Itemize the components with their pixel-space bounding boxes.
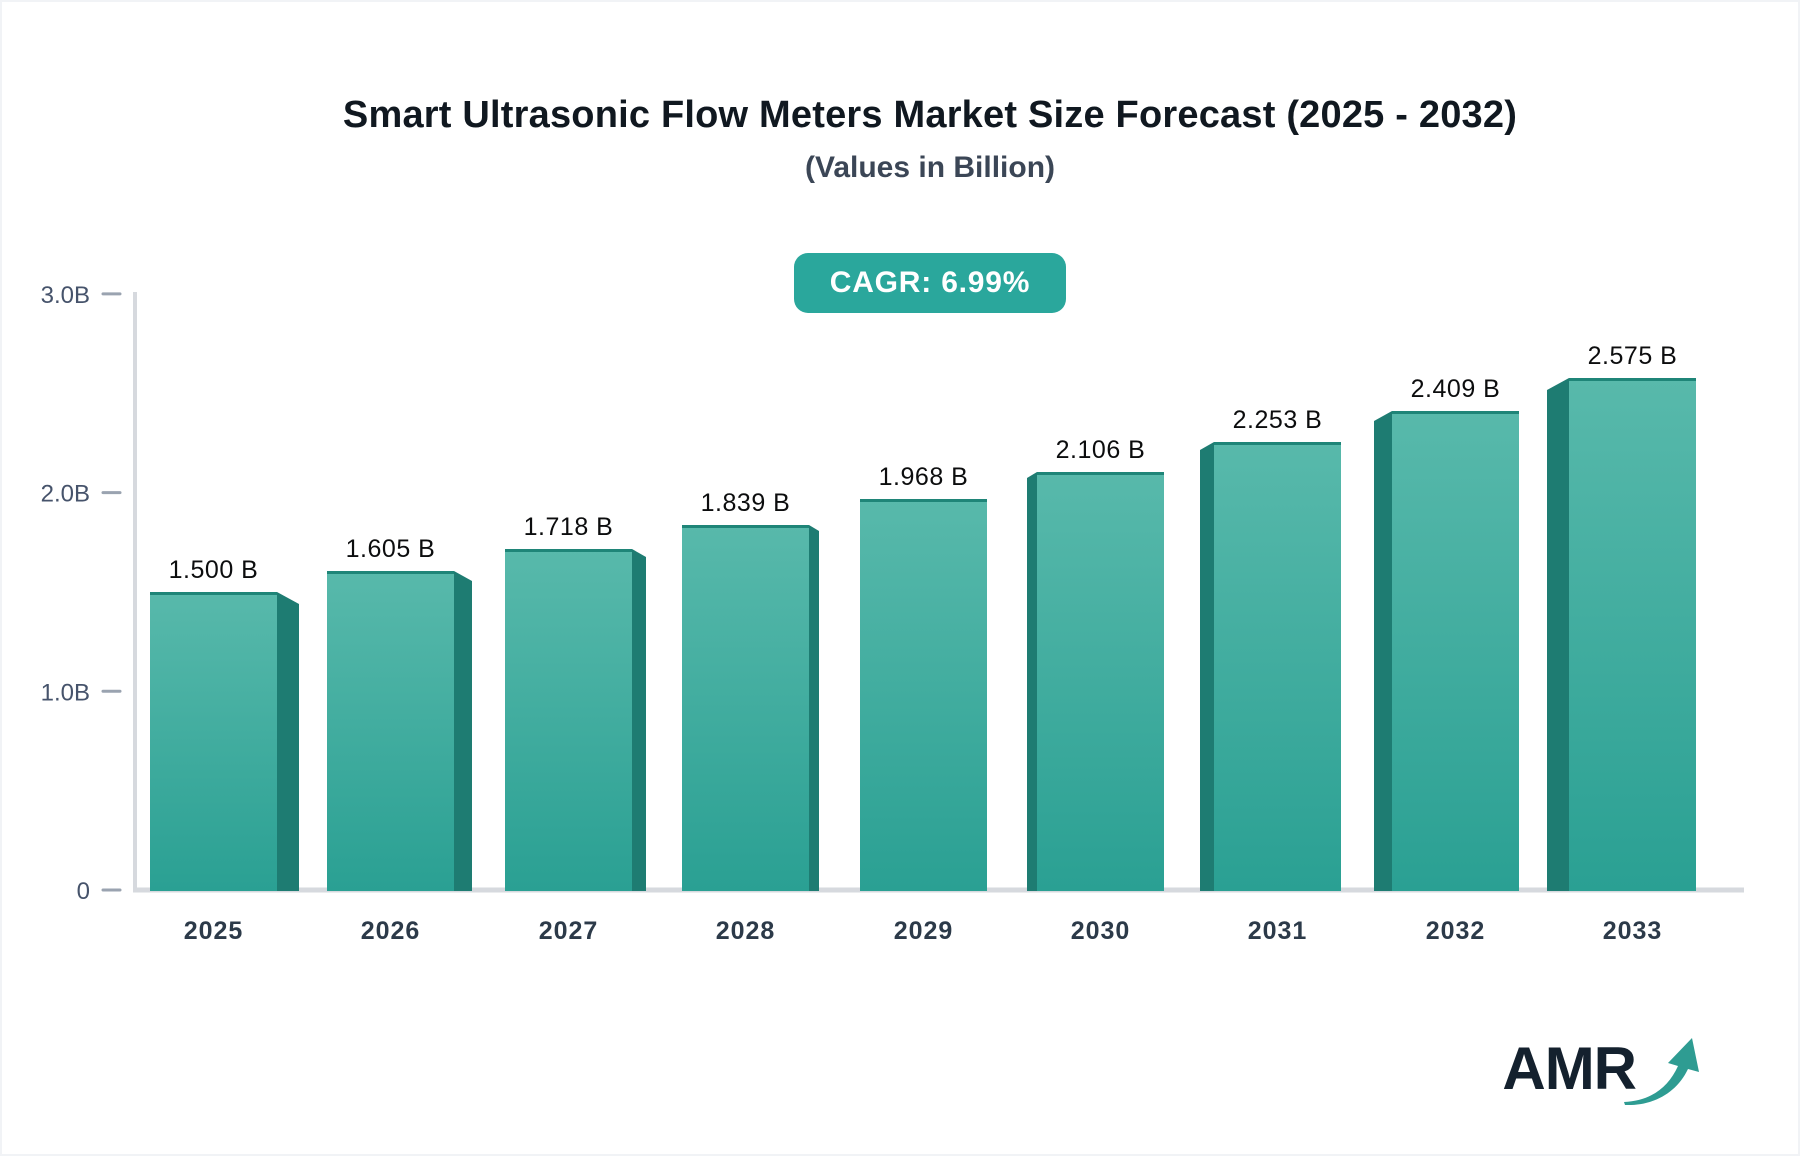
bar-side-face [632,549,646,891]
bar-value-label: 1.839 B [701,489,791,517]
bar-top-edge [1214,442,1341,445]
bar-top-edge [505,549,632,552]
cagr-badge-wrap: CAGR: 6.99% [62,253,1798,313]
bar [1569,378,1696,891]
x-axis-label: 2025 [184,917,244,945]
bar [150,592,277,891]
bar-value-label: 1.968 B [879,463,969,491]
bar-top-edge [1569,378,1696,381]
bar-side-face [809,525,819,891]
bar-top-edge [150,592,277,595]
bar-top-edge [1392,411,1519,414]
bar [327,571,454,891]
bar-side-face [277,592,299,891]
bar-value-label: 2.409 B [1411,375,1501,403]
bar-top-edge [1037,472,1164,475]
y-axis-tick-label: 2.0B [41,481,90,508]
x-axis-label: 2032 [1426,917,1486,945]
bar [1392,411,1519,891]
cagr-badge: CAGR: 6.99% [793,253,1067,313]
bar [1214,442,1341,891]
bar [682,525,809,891]
x-axis-label: 2031 [1248,917,1308,945]
bar-value-label: 2.575 B [1588,342,1678,370]
bar-side-face [1374,411,1392,891]
bar-side-face [1547,378,1569,891]
bar-side-face [1027,472,1037,891]
bar-side-face [1200,442,1214,891]
x-axis-label: 2027 [539,917,599,945]
amr-logo: AMR [1502,1034,1706,1108]
y-axis-tick-label: 0 [77,878,90,905]
x-axis-label: 2026 [361,917,421,945]
bar-value-label: 1.718 B [524,513,614,541]
bar-top-edge [682,525,809,528]
bar [1037,472,1164,891]
x-axis-label: 2028 [716,917,776,945]
trend-up-arrow-icon [1624,1038,1699,1106]
x-axis-label: 2033 [1603,917,1663,945]
x-axis-label: 2030 [1071,917,1131,945]
y-axis-tick-label: 1.0B [41,679,90,706]
bar-top-edge [327,571,454,574]
bar [860,499,987,891]
x-axis-label: 2029 [894,917,954,945]
bar-value-label: 1.500 B [169,556,259,584]
bar-value-label: 1.605 B [346,535,436,563]
amr-logo-text: AMR [1502,1035,1637,1102]
bar-top-edge [860,499,987,502]
bar-value-label: 2.106 B [1056,436,1146,464]
bar [505,549,632,891]
bar-value-label: 2.253 B [1233,406,1323,434]
y-axis-tick-label: 3.0B [41,282,90,309]
bar-side-face [454,571,472,891]
